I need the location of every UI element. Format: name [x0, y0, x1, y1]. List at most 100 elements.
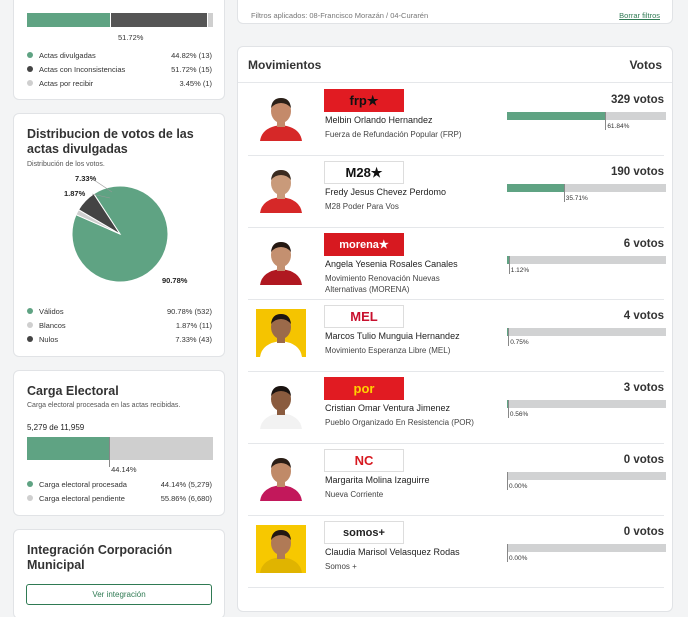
carga-title: Carga Electoral	[27, 384, 119, 398]
carga-tick	[109, 437, 111, 467]
candidate-row[interactable]: somos+ Claudia Marisol Velasquez Rodas Som…	[248, 516, 666, 588]
pie-label-validos: 90.78%	[162, 276, 188, 285]
candidate-row[interactable]: frp★ Melbin Orlando Hernandez Fuerza de Re…	[248, 84, 666, 156]
candidate-name: Fredy Jesus Chevez Perdomo	[325, 187, 447, 197]
carga-legend-value: 44.14% (5,279)	[160, 479, 212, 489]
candidate-name: Claudia Marisol Velasquez Rodas	[325, 547, 460, 557]
actas-legend-value: 44.82% (13)	[171, 50, 212, 60]
pie-slice-nulos	[77, 193, 121, 235]
candidate-vote-bar-fill	[507, 256, 509, 264]
candidate-votes: 329 votos	[610, 94, 664, 106]
legend-dot-icon	[27, 80, 33, 86]
distribucion-subtitle: Distribución de los votos.	[27, 161, 105, 168]
candidate-vote-bar	[507, 328, 666, 336]
candidate-vote-pct: 0.56%	[509, 411, 529, 418]
candidate-photo	[256, 453, 306, 501]
candidate-vote-tick	[507, 544, 508, 562]
party-logo: por	[324, 377, 404, 400]
actas-legend-label: Actas por recibir	[39, 78, 94, 88]
filters-applied-text: Filtros aplicados: 08-Francisco Morazán …	[251, 11, 429, 20]
party-logo: frp★	[324, 89, 404, 112]
candidate-vote-bar	[507, 184, 666, 192]
actas-legend-value: 51.72% (15)	[171, 64, 212, 74]
distribucion-legend-row: Blancos 1.87% (11)	[27, 318, 212, 332]
legend-dot-icon	[27, 322, 33, 328]
clear-filters-link[interactable]: Borrar filtros	[619, 11, 660, 20]
candidate-vote-pct: 0.00%	[509, 483, 528, 490]
carga-legend-label: Carga electoral pendiente	[39, 493, 125, 503]
legend-dot-icon	[27, 308, 33, 314]
distribucion-legend-value: 7.33% (43)	[175, 334, 212, 344]
candidate-vote-bar-fill	[507, 184, 564, 192]
candidate-vote-pct: 61.84%	[607, 123, 630, 130]
carga-legend: Carga electoral procesada 44.14% (5,279) C…	[27, 477, 212, 505]
candidate-vote-tick	[507, 400, 509, 418]
carga-progress-fill	[27, 437, 110, 460]
ver-integracion-button[interactable]: Ver integración	[26, 584, 212, 605]
candidate-vote-pct: 0.00%	[509, 555, 528, 562]
party-logo: somos+	[324, 521, 404, 544]
distribucion-legend-label: Nulos	[39, 334, 59, 344]
candidate-vote-bar	[507, 544, 666, 552]
candidate-photo	[256, 525, 306, 573]
actas-legend-row: Actas divulgadas 44.82% (13)	[27, 48, 212, 62]
candidate-vote-tick	[507, 472, 508, 490]
distribucion-legend-row: Nulos 7.33% (43)	[27, 332, 212, 346]
votos-header: Votos	[629, 58, 662, 72]
movimientos-title: Movimientos	[248, 58, 322, 72]
actas-legend-value: 3.45% (1)	[179, 78, 212, 88]
actas-stacked-bar	[27, 13, 213, 27]
actas-bar-pct-label: 51.72%	[118, 33, 144, 42]
candidate-row[interactable]: M28★ Fredy Jesus Chevez Perdomo M28 Poder …	[248, 156, 666, 228]
actas-legend-label: Actas con Inconsistencias	[39, 64, 126, 74]
distribucion-legend-label: Blancos	[39, 320, 66, 330]
party-logo: morena★	[324, 233, 404, 256]
carga-subtitle: Carga electoral procesada en las actas r…	[27, 402, 181, 409]
candidate-party: Fuerza de Refundación Popular (FRP)	[325, 130, 462, 139]
candidate-votes: 3 votos	[623, 382, 664, 394]
candidate-row[interactable]: NC Margarita Molina Izaguirre Nueva Corrie…	[248, 444, 666, 516]
candidate-vote-pct: 1.12%	[510, 267, 530, 274]
candidate-vote-bar	[507, 400, 666, 408]
candidate-vote-bar-fill	[507, 328, 509, 336]
candidate-photo	[256, 93, 306, 141]
actas-legend-row: Actas con Inconsistencias 51.72% (15)	[27, 62, 212, 76]
candidate-votes: 190 votos	[610, 166, 664, 178]
distribucion-legend-row: Válidos 90.78% (532)	[27, 304, 212, 318]
pie-leader-line	[91, 193, 111, 199]
candidate-row[interactable]: por Cristian Omar Ventura Jimenez Pueblo O…	[248, 372, 666, 444]
candidate-party: Pueblo Organizado En Resistencia (POR)	[325, 418, 474, 427]
candidate-vote-tick	[563, 184, 565, 202]
candidate-votes: 0 votos	[623, 526, 664, 538]
actas-bar-segment	[206, 13, 213, 27]
candidate-vote-tick	[508, 256, 510, 274]
candidate-vote-bar	[507, 112, 666, 120]
candidate-votes: 6 votos	[623, 238, 664, 250]
candidate-photo	[256, 237, 306, 285]
distribucion-card: Distribucion de votos de las actas divul…	[13, 113, 225, 357]
candidate-vote-pct: 35.71%	[565, 195, 588, 202]
distribucion-title: Distribucion de votos de las actas divul…	[27, 127, 194, 156]
carga-electoral-card: Carga Electoral Carga electoral procesad…	[13, 370, 225, 516]
candidate-vote-bar-fill	[507, 112, 606, 120]
integracion-card: Integración Corporación Municipal Ver in…	[13, 529, 225, 617]
candidate-row[interactable]: morena★ Angela Yesenia Rosales Canales Mov…	[248, 228, 666, 300]
pie-label-blancos: 1.87%	[64, 189, 86, 198]
distribucion-legend-label: Válidos	[39, 306, 64, 316]
actas-bar-segment	[110, 13, 207, 27]
candidate-row[interactable]: MEL Marcos Tulio Munguia Hernandez Movimie…	[248, 300, 666, 372]
candidate-vote-tick	[508, 328, 510, 346]
distribucion-legend: Válidos 90.78% (532) Blancos 1.87% (11) Nulo…	[27, 304, 212, 346]
candidate-vote-tick	[605, 112, 607, 130]
candidate-party: M28 Poder Para Vos	[325, 202, 399, 211]
candidate-vote-bar	[507, 472, 666, 480]
legend-dot-icon	[27, 495, 33, 501]
actas-bar-segment	[27, 13, 111, 27]
candidate-vote-bar	[507, 256, 666, 264]
candidate-party: Movimiento Renovación Nuevas Alternativa…	[325, 274, 440, 294]
candidate-votes: 4 votos	[623, 310, 664, 322]
candidate-votes: 0 votos	[623, 454, 664, 466]
carga-legend-row: Carga electoral procesada 44.14% (5,279)	[27, 477, 212, 491]
candidate-party: Somos +	[325, 562, 357, 571]
candidate-name: Melbin Orlando Hernandez	[325, 115, 433, 125]
